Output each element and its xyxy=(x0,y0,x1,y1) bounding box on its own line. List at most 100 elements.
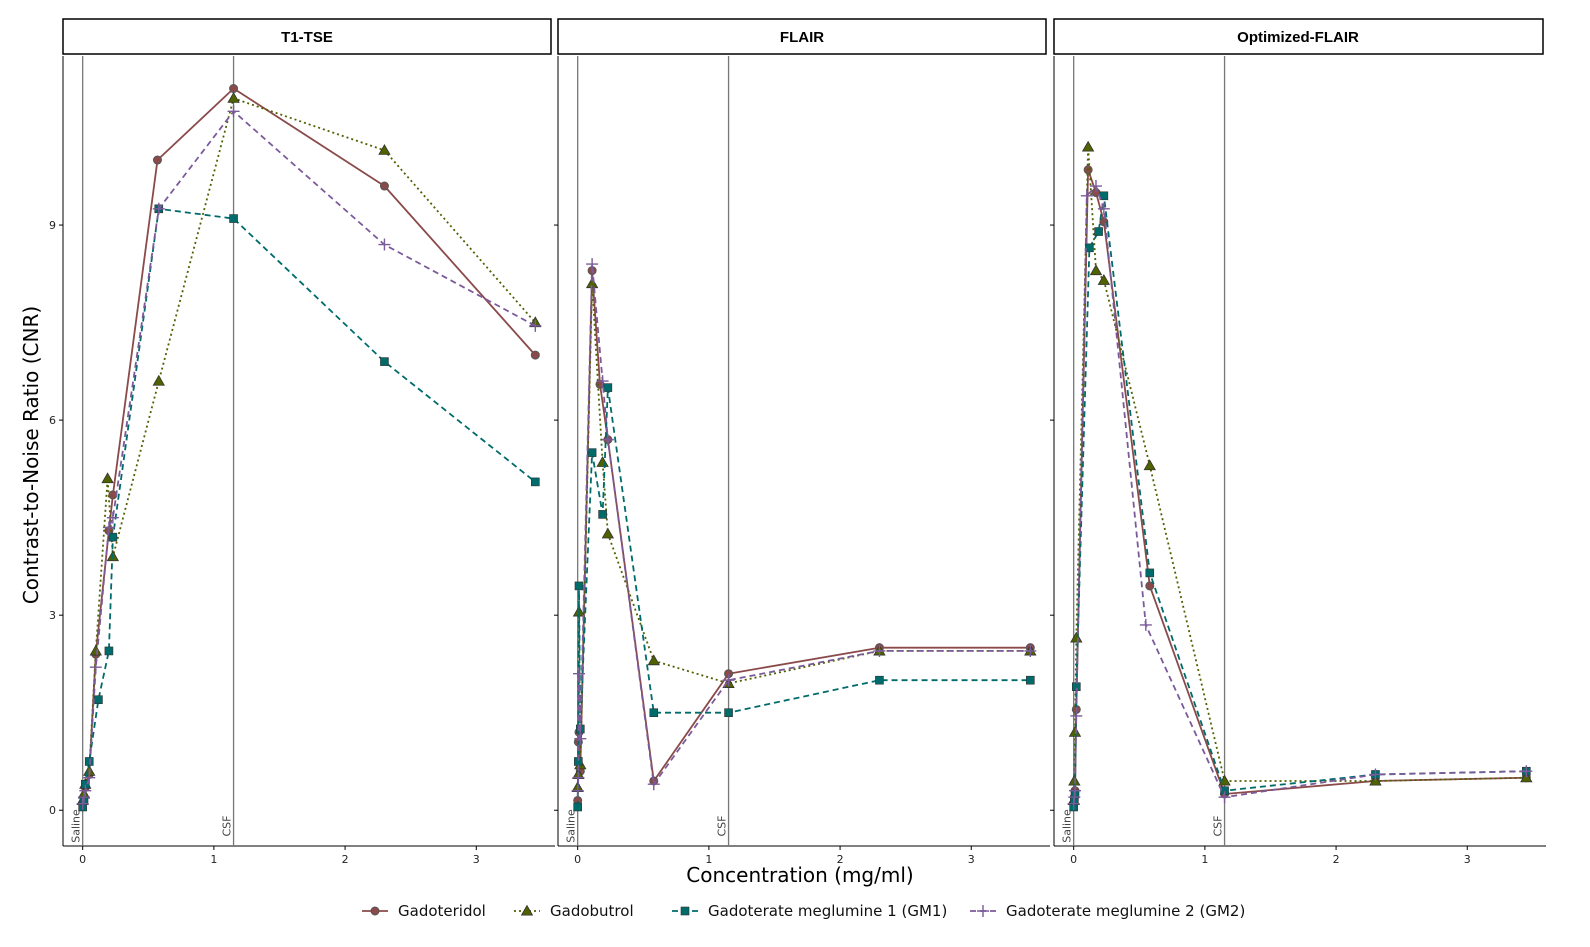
data-point xyxy=(379,181,389,191)
data-point xyxy=(1097,274,1111,285)
x-tick-label: 2 xyxy=(1333,853,1340,866)
data-point xyxy=(102,521,115,534)
data-point xyxy=(596,375,609,388)
data-point xyxy=(1145,581,1155,591)
data-point xyxy=(598,510,607,519)
data-point xyxy=(104,646,114,656)
data-point xyxy=(108,532,118,542)
x-axis-title: Concentration (mg/ml) xyxy=(686,863,913,887)
x-tick-label: 2 xyxy=(342,853,349,866)
panel-strip xyxy=(557,18,1047,55)
data-point xyxy=(601,433,614,446)
reference-line-label: Saline xyxy=(70,809,83,843)
x-tick-label: 1 xyxy=(705,853,712,866)
data-point xyxy=(724,708,733,718)
data-point xyxy=(1080,189,1093,202)
legend: Gadoteridol Gadobutrol Gadoterate meglumin… xyxy=(362,902,1245,920)
data-point xyxy=(873,644,886,657)
series-gadoterate-meglumine-2-gm2 xyxy=(1067,180,1533,810)
data-point xyxy=(649,708,659,718)
panel-t1-tse: T1-TSE Saline CSF 0 3 6 9 0 1 2 3 xyxy=(49,18,555,866)
data-point xyxy=(1097,202,1110,215)
legend-label: Gadobutrol xyxy=(550,902,634,920)
x-tick-label: 3 xyxy=(1464,853,1471,866)
data-point xyxy=(77,791,90,804)
data-point xyxy=(378,143,391,155)
legend-label: Gadoteridol xyxy=(398,902,486,920)
legend-item-gadobutrol: Gadobutrol xyxy=(514,902,634,920)
data-point xyxy=(1143,459,1156,471)
data-point xyxy=(1139,618,1152,631)
legend-label: Gadoterate meglumine 1 (GM1) xyxy=(708,902,947,920)
data-point xyxy=(587,448,597,457)
data-point xyxy=(1218,791,1231,804)
data-point xyxy=(229,84,239,94)
data-point xyxy=(573,802,582,812)
panel-title: Optimized-FLAIR xyxy=(1237,29,1359,46)
data-point xyxy=(875,675,884,685)
data-point xyxy=(571,784,584,797)
x-tick-label: 2 xyxy=(837,853,844,866)
data-point xyxy=(574,581,584,591)
data-point xyxy=(1068,784,1081,797)
data-point xyxy=(1070,631,1083,643)
panel-strip xyxy=(1053,18,1544,55)
legend-marker-plus xyxy=(977,905,989,917)
series-gadoterate-meglumine-2-gm2 xyxy=(571,258,1037,797)
data-point xyxy=(106,511,119,524)
reference-line-label: CSF xyxy=(716,816,729,837)
legend-item-gadoterate-meglumine-2-gm2: Gadoterate meglumine 2 (GM2) xyxy=(970,902,1245,920)
data-point xyxy=(378,238,391,251)
data-point xyxy=(647,654,660,666)
data-point xyxy=(229,214,238,223)
data-point xyxy=(76,797,89,810)
data-point xyxy=(1081,140,1095,152)
reference-line-label: Saline xyxy=(565,809,578,843)
data-point xyxy=(1369,768,1382,781)
data-point xyxy=(1094,227,1103,236)
data-point xyxy=(603,383,613,392)
data-point xyxy=(1026,675,1035,685)
data-point xyxy=(84,757,94,766)
reference-line-label: Saline xyxy=(1061,809,1074,843)
data-point xyxy=(1089,264,1103,276)
data-point xyxy=(529,319,542,332)
data-point xyxy=(227,91,240,103)
legend-label: Gadoterate meglumine 2 (GM2) xyxy=(1006,902,1245,920)
data-point xyxy=(89,644,102,656)
data-point xyxy=(152,202,165,215)
legend-marker-circle xyxy=(370,906,380,916)
y-tick-label: 0 xyxy=(49,804,56,817)
x-tick-label: 0 xyxy=(79,853,86,866)
data-point xyxy=(380,357,389,366)
y-tick-label: 6 xyxy=(49,414,56,427)
data-point xyxy=(572,667,585,680)
x-tick-label: 0 xyxy=(574,853,581,866)
x-tick-label: 0 xyxy=(1070,853,1077,866)
data-point xyxy=(601,527,615,539)
y-tick-label: 9 xyxy=(49,219,56,232)
x-tick-label: 3 xyxy=(473,853,480,866)
panel-flair: FLAIR Saline CSF 0 1 2 3 xyxy=(554,18,1050,866)
data-point xyxy=(530,350,540,360)
data-point xyxy=(531,477,540,487)
legend-item-gadoterate-meglumine-1-gm1: Gadoterate meglumine 1 (GM1) xyxy=(672,902,947,920)
data-point xyxy=(574,732,587,745)
data-point xyxy=(152,155,162,165)
legend-item-gadoteridol: Gadoteridol xyxy=(362,902,486,920)
panel-title: FLAIR xyxy=(780,29,824,46)
x-tick-label: 1 xyxy=(210,853,217,866)
y-tick-label: 3 xyxy=(49,609,56,622)
x-tick-label: 3 xyxy=(968,853,975,866)
data-point xyxy=(1089,180,1102,193)
data-point xyxy=(94,695,103,705)
x-tick-label: 1 xyxy=(1201,853,1208,866)
legend-marker-square xyxy=(680,906,690,916)
data-point xyxy=(89,661,102,674)
data-point xyxy=(1520,765,1533,778)
panel-optimized-flair: Optimized-FLAIR Saline CSF 0 1 2 3 xyxy=(1050,18,1546,866)
reference-line-label: CSF xyxy=(1212,816,1225,837)
data-point xyxy=(1085,243,1094,253)
data-point xyxy=(1024,644,1037,657)
